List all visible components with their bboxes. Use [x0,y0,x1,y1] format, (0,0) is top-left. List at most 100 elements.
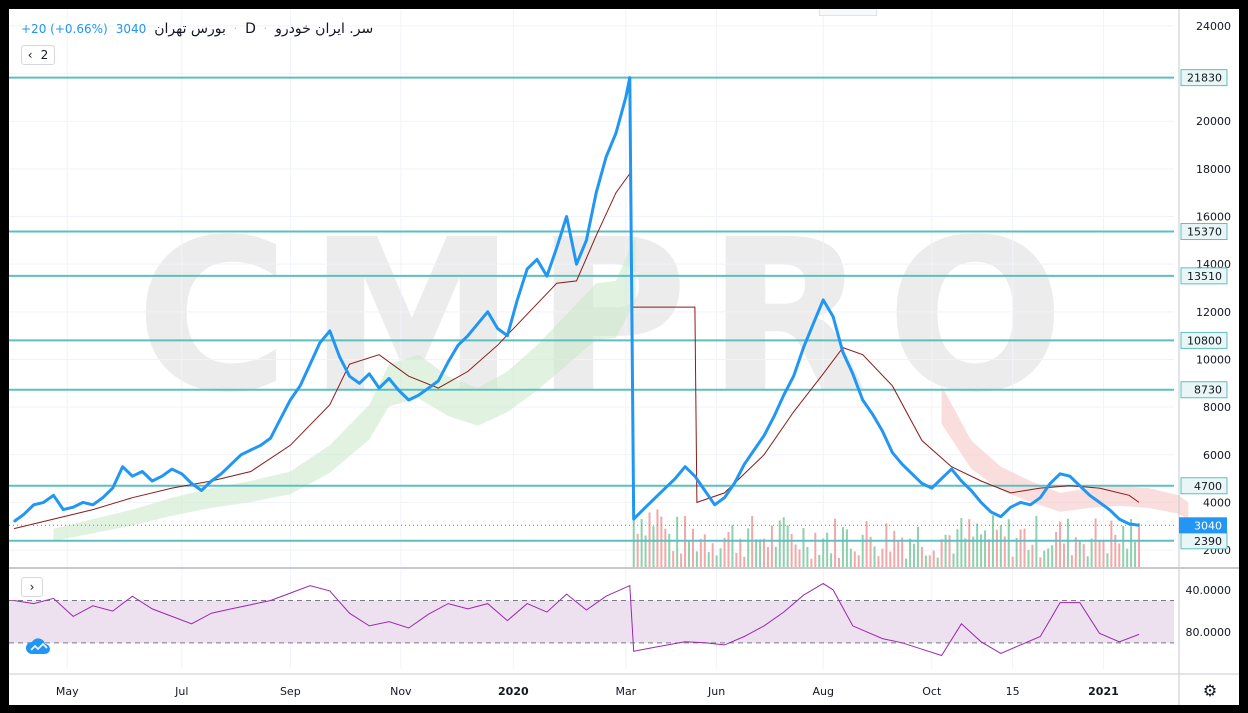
volume-bar [1102,541,1105,567]
volume-bar [782,517,785,567]
price-tick-label: 16000 [1196,211,1231,224]
volume-bar [861,534,864,567]
volume-bar [920,546,923,567]
price-point [52,494,55,496]
volume-bar [731,524,734,567]
price-point [1049,482,1051,484]
volume-bar [928,555,931,567]
level-label: 8730 [1194,384,1222,397]
kijun-line [13,172,1140,530]
volume-bar [936,557,939,567]
price-point [398,389,400,392]
price-point [1029,504,1032,506]
volume-bar [873,546,876,567]
volume-bar [964,538,967,567]
chevron-left-icon: ‹ [27,48,33,62]
volume-bar [1090,538,1093,567]
level-label: 13510 [1187,270,1222,283]
legend-resolution[interactable]: D [245,21,256,37]
price-point [309,363,311,365]
volume-bar [652,526,655,567]
volume-bar [944,534,947,567]
level-label: 10800 [1187,334,1222,347]
volume-bar [995,529,998,567]
volume-bar [865,521,868,567]
price-point [763,435,765,437]
price-point [1128,523,1130,525]
volume-bar [857,555,860,567]
volume-bar [897,540,900,567]
volume-bar [763,538,765,567]
volume-bar [932,550,935,567]
tradingview-logo-icon[interactable] [23,635,55,659]
volume-bar [1043,550,1046,567]
chart-frame: CMPRO20004000600080001000012000140001600… [9,9,1239,705]
volume-bar [695,551,698,567]
price-point [516,299,518,301]
volume-bar [885,523,888,567]
volume-bar [648,512,651,567]
volume-bar [893,530,896,567]
last-price-bg [1179,517,1227,534]
price-point [487,311,489,313]
price-point [200,489,203,492]
price-point [62,508,64,511]
price-point [990,511,992,513]
price-point [753,449,755,451]
price-point [13,520,15,523]
volume-bar [869,536,872,567]
level-label-bg [1180,267,1228,285]
level-label-bg [1180,223,1228,241]
top-drag-tab[interactable] [819,9,877,16]
price-point [181,473,183,475]
volume-bar [680,553,683,567]
volume-bar [727,531,730,567]
legend-exchange[interactable]: بورس تهران [154,21,226,37]
price-point [921,482,923,484]
price-point [161,475,163,477]
rsi-band [9,600,1174,643]
price-tick-label: 18000 [1196,163,1231,176]
volume-bar [1059,521,1062,567]
volume-bar [1066,518,1069,567]
price-point [822,299,824,301]
gear-icon[interactable]: ⚙ [1202,680,1218,700]
price-point [556,246,558,249]
price-point [723,497,726,499]
price-point [23,513,25,515]
volume-bar [1039,557,1042,567]
volume-bar [1086,556,1089,567]
volume-bar [688,540,690,567]
volume-bar [1070,555,1073,567]
price-point [980,501,982,504]
volume-bar [901,537,904,567]
indicators-collapse-button[interactable]: ‹ 2 [21,45,55,65]
volume-bar [1122,526,1125,567]
volume-bar [1011,556,1014,567]
chart-canvas[interactable]: CMPRO20004000600080001000012000140001600… [9,9,1239,705]
price-point [1000,516,1002,518]
volume-bar [739,538,742,567]
volume-bar [1063,543,1065,567]
volume-bar [984,530,987,567]
volume-bar [1019,529,1022,567]
volume-bar [956,529,959,567]
price-point [714,504,716,506]
rsi-legend-toggle-button[interactable]: › [21,577,43,597]
time-tick-label: 2021 [1088,685,1119,698]
volume-bar [1051,545,1054,567]
legend-symbol-title[interactable]: سر. ایران خودرو [275,21,374,37]
price-point [941,478,943,480]
level-label-bg [1180,381,1228,399]
volume-bar [632,516,635,567]
price-point [1039,497,1041,499]
volume-bar [636,533,639,567]
price-point [615,132,617,134]
price-point [408,399,410,401]
price-point [329,330,331,332]
price-point [832,315,834,318]
level-label-bg [1180,477,1228,495]
price-point [931,487,933,489]
price-point [862,399,864,401]
price-point [842,351,844,353]
